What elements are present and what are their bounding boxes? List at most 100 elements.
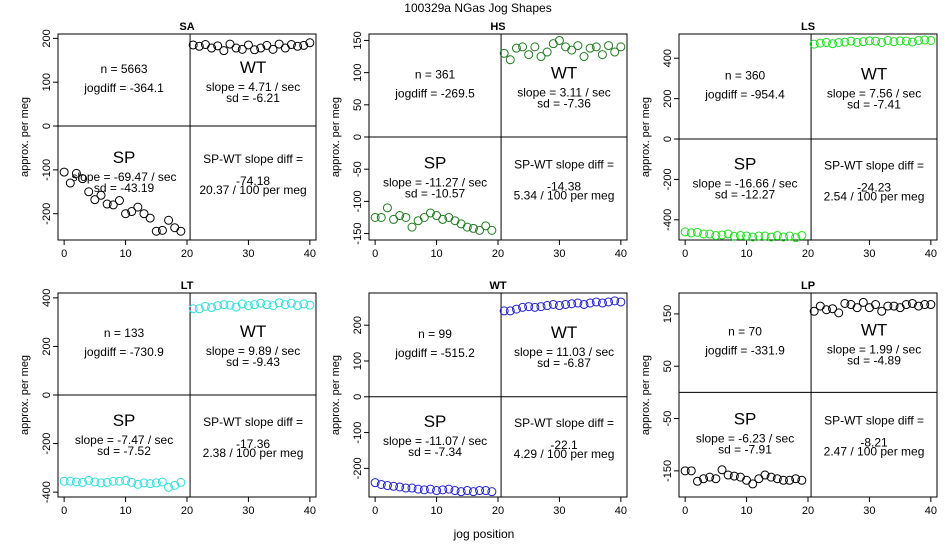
sp-data-point bbox=[438, 214, 448, 224]
x-tick-label: 0 bbox=[61, 248, 67, 260]
wt-data-point bbox=[852, 37, 862, 47]
y-tick-label: -50 bbox=[662, 411, 674, 427]
wt-slope-text: slope = 7.56 / sec bbox=[827, 87, 921, 101]
wt-data-point bbox=[914, 301, 924, 311]
y-tick-label: 50 bbox=[352, 99, 364, 111]
sp-data-point bbox=[395, 211, 405, 221]
wt-data-point bbox=[877, 306, 887, 316]
y-tick-label: 0 bbox=[41, 123, 53, 129]
sp-sd-text: sd = -7.34 bbox=[408, 445, 462, 459]
y-axis-label: approx. per meg bbox=[19, 355, 31, 435]
wt-data-point bbox=[597, 298, 607, 308]
panel-title: HS bbox=[490, 21, 505, 33]
wt-data-point bbox=[809, 39, 819, 49]
wt-data-point bbox=[213, 301, 223, 311]
sp-data-point bbox=[717, 230, 727, 240]
panel-title: WT bbox=[489, 280, 506, 292]
x-tick-label: 40 bbox=[615, 248, 627, 260]
sp-data-point bbox=[401, 212, 411, 222]
wt-data-point bbox=[207, 303, 217, 313]
sp-data-point bbox=[127, 207, 137, 217]
sp-data-point bbox=[456, 487, 466, 497]
jogdiff-text: jogdiff = -730.9 bbox=[83, 345, 164, 359]
y-tick-label: 400 bbox=[41, 289, 53, 307]
wt-data-point bbox=[920, 35, 930, 45]
sp-data-point bbox=[157, 225, 167, 235]
sp-data-point bbox=[481, 221, 491, 231]
wt-data-point bbox=[225, 300, 235, 310]
slope-diff-rate: 20.37 / 100 per meg bbox=[199, 183, 306, 197]
wt-data-point bbox=[250, 300, 260, 310]
sp-data-point bbox=[778, 232, 788, 242]
sp-data-point bbox=[84, 187, 94, 197]
sp-data-point bbox=[121, 209, 131, 219]
wt-data-point bbox=[852, 303, 862, 313]
n-count-text: n = 361 bbox=[415, 68, 456, 82]
wt-data-point bbox=[194, 304, 204, 314]
sp-slope-text: slope = -7.47 / sec bbox=[75, 433, 173, 447]
y-tick-label: -100 bbox=[352, 422, 364, 444]
plot-frame bbox=[678, 33, 938, 241]
x-tick-label: 20 bbox=[802, 505, 814, 517]
sp-data-point bbox=[382, 481, 392, 491]
x-tick-label: 10 bbox=[740, 248, 752, 260]
panel-title: LP bbox=[801, 280, 815, 292]
sp-data-point bbox=[481, 486, 491, 496]
y-tick-label: 100 bbox=[352, 63, 364, 81]
slope-diff-label: SP-WT slope diff = bbox=[203, 415, 303, 429]
slope-diff-rate: 2.54 / 100 per meg bbox=[824, 190, 925, 204]
slope-diff-label: SP-WT slope diff = bbox=[824, 414, 924, 428]
sp-data-point bbox=[742, 475, 752, 485]
wt-label: WT bbox=[551, 64, 577, 83]
y-tick-label: 100 bbox=[41, 73, 53, 91]
sp-data-point bbox=[413, 216, 423, 226]
y-axis-label: approx. per meg bbox=[330, 355, 342, 435]
sp-data-point bbox=[438, 485, 448, 495]
wt-data-point bbox=[616, 42, 626, 52]
x-tick-label: 40 bbox=[925, 248, 937, 260]
slope-diff-rate: 2.47 / 100 per meg bbox=[824, 445, 925, 459]
sp-data-point bbox=[468, 223, 478, 233]
sp-label: SP bbox=[734, 410, 757, 429]
wt-data-point bbox=[591, 42, 601, 52]
n-count-text: n = 5663 bbox=[101, 62, 148, 76]
sp-data-point bbox=[382, 203, 392, 213]
wt-data-point bbox=[518, 42, 528, 52]
wt-data-point bbox=[926, 300, 936, 310]
sp-data-point bbox=[170, 223, 180, 233]
sp-data-point bbox=[370, 212, 380, 222]
sp-data-point bbox=[370, 478, 380, 488]
wt-data-point bbox=[883, 35, 893, 45]
sp-data-point bbox=[729, 231, 739, 241]
sp-data-point bbox=[413, 484, 423, 494]
panel-ls: LS 0 10 20 30 40 -400 -200 0 200 400 approx. per me… bbox=[640, 21, 938, 260]
wt-data-point bbox=[530, 42, 540, 52]
sp-data-point bbox=[108, 200, 118, 210]
y-tick-label: 400 bbox=[662, 49, 674, 67]
sp-data-point bbox=[176, 477, 186, 487]
sp-data-point bbox=[176, 226, 186, 236]
wt-data-point bbox=[864, 303, 874, 313]
x-tick-label: 30 bbox=[553, 248, 565, 260]
wt-sd-text: sd = -7.41 bbox=[847, 98, 901, 112]
sp-data-point bbox=[711, 474, 721, 484]
sp-data-point bbox=[395, 482, 405, 492]
wt-data-point bbox=[188, 40, 198, 50]
slope-diff-label: SP-WT slope diff = bbox=[514, 416, 614, 430]
wt-label: WT bbox=[240, 58, 266, 77]
sp-data-point bbox=[766, 472, 776, 482]
wt-data-point bbox=[505, 55, 515, 65]
sp-data-point bbox=[692, 476, 702, 486]
sp-data-point bbox=[401, 483, 411, 493]
wt-data-point bbox=[914, 35, 924, 45]
y-axis-label: approx. per meg bbox=[640, 97, 652, 177]
wt-sd-text: sd = -4.89 bbox=[847, 354, 901, 368]
wt-data-point bbox=[207, 43, 217, 53]
wt-slope-text: slope = 11.03 / sec bbox=[514, 345, 614, 359]
sp-data-point bbox=[686, 466, 696, 476]
wt-data-point bbox=[871, 300, 881, 310]
sp-data-point bbox=[170, 480, 180, 490]
sp-data-point bbox=[766, 232, 776, 242]
wt-slope-text: slope = 9.89 / sec bbox=[206, 344, 300, 358]
